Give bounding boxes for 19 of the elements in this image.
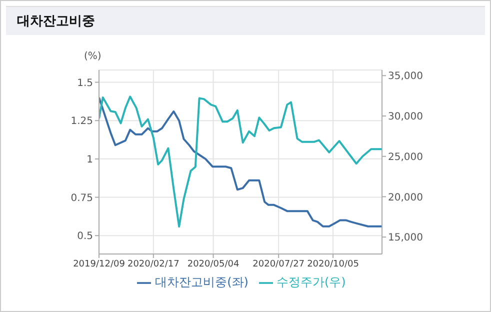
x-tick-label: 2020/10/05 <box>307 259 359 270</box>
y2-tick-label: 35,000 <box>388 71 423 82</box>
y-tick-label: 1 <box>86 154 93 166</box>
y2-tick-label: 25,000 <box>388 152 423 163</box>
legend-label: 대차잔고비중(좌) <box>155 275 248 289</box>
x-tick-label: 2020/05/04 <box>187 259 240 270</box>
y-axis-title: (%) <box>84 51 102 62</box>
y-tick-label: 1.25 <box>70 116 93 128</box>
y-tick-label: 1.5 <box>77 78 93 89</box>
x-tick-label: 2019/12/09 <box>73 259 126 270</box>
legend-label: 수정주가(우) <box>276 275 346 289</box>
y2-tick-label: 30,000 <box>388 112 423 123</box>
x-tick-label: 2020/07/27 <box>252 259 305 270</box>
chart-title: 대차잔고비중 <box>17 13 95 30</box>
y-tick-label: 0.5 <box>77 231 93 242</box>
y-tick-label: 0.75 <box>70 192 93 204</box>
x-tick-label: 2020/02/17 <box>127 259 180 270</box>
y2-tick-label: 15,000 <box>388 232 423 244</box>
y2-tick-label: 20,000 <box>388 192 423 204</box>
